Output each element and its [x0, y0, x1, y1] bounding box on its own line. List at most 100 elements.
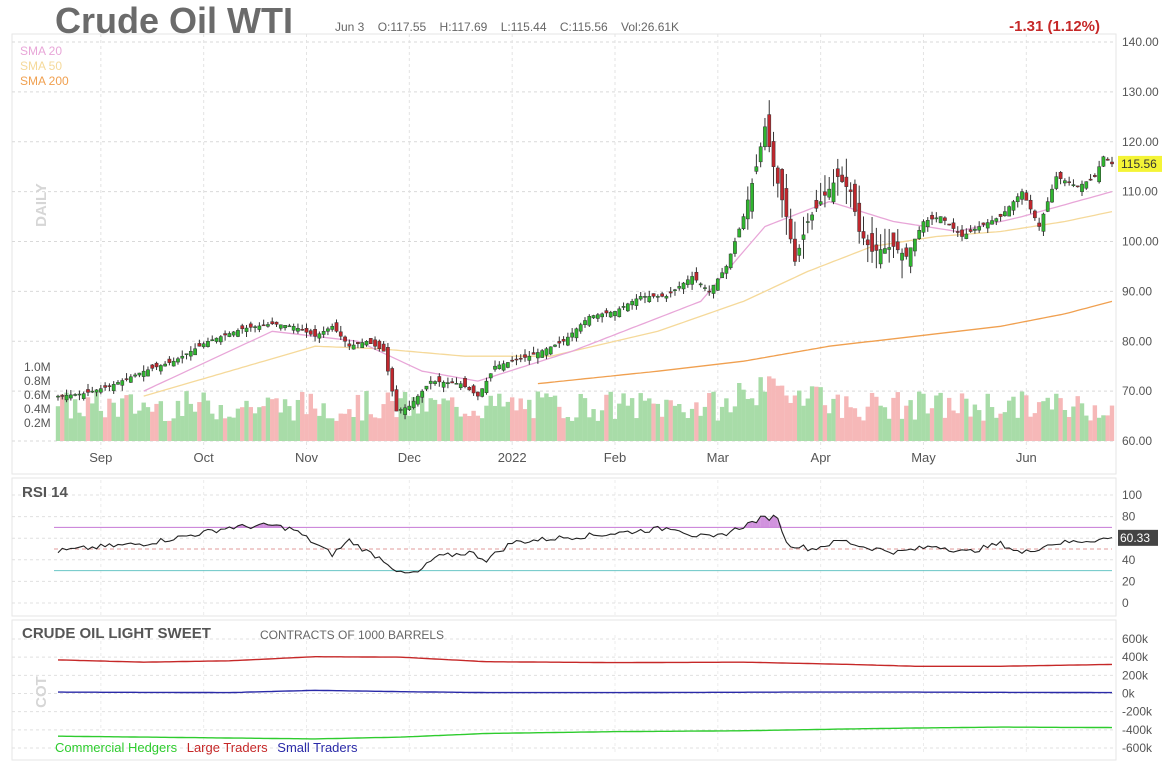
volume-bar — [197, 402, 202, 441]
volume-bar — [407, 415, 412, 441]
volume-bar — [270, 399, 275, 441]
candle-body — [913, 238, 917, 252]
candle-body — [955, 231, 960, 233]
volume-bar — [1041, 401, 1046, 441]
candle-body — [201, 343, 206, 348]
candle-body — [240, 325, 245, 330]
cot-legend-small: Small Traders — [277, 740, 358, 755]
ohlc-low: L:115.44 — [500, 20, 547, 34]
candle-body — [651, 293, 656, 297]
candle-body — [728, 253, 733, 269]
rsi-last-box — [1118, 529, 1158, 546]
volume-bar — [694, 402, 699, 441]
month-tick-label: Feb — [604, 450, 626, 465]
candle-body — [925, 220, 930, 228]
candle-body — [994, 218, 999, 222]
volume-bar — [737, 382, 742, 441]
candle-body — [968, 229, 973, 232]
volume-bar — [882, 407, 888, 441]
cot-tick-label: 0k — [1122, 687, 1136, 701]
volume-bar — [389, 401, 395, 441]
volume-bar — [929, 408, 935, 441]
volume-tick-label: 0.2M — [24, 416, 51, 430]
candle-body — [707, 290, 712, 293]
volume-bar — [762, 391, 768, 441]
price-tick-label: 140.00 — [1122, 35, 1159, 49]
candle-body — [133, 374, 137, 377]
volume-bar — [64, 392, 69, 441]
candle-body — [1007, 206, 1012, 217]
volume-bar — [1024, 395, 1029, 441]
cot-subtitle: CONTRACTS OF 1000 BARRELS — [260, 628, 445, 642]
cot-panel — [57, 656, 1113, 740]
volume-bar — [702, 406, 708, 441]
volume-bar — [548, 397, 553, 441]
candle-body — [596, 314, 600, 319]
candle-body — [458, 383, 463, 389]
candle-body — [514, 358, 519, 361]
volume-bar — [827, 413, 832, 441]
volume-bar — [334, 420, 339, 441]
candle-body — [248, 323, 253, 328]
volume-bar — [325, 418, 331, 441]
candle-body — [163, 363, 167, 367]
volume-bar — [574, 417, 579, 441]
candle-body — [775, 167, 780, 184]
candle-body — [848, 189, 853, 192]
month-tick-label: Dec — [398, 450, 422, 465]
volume-bar — [488, 395, 493, 441]
candle-body — [917, 230, 922, 239]
volume-bar — [518, 398, 523, 441]
volume-bar — [1109, 405, 1115, 441]
volume-bar — [394, 417, 399, 441]
volume-bar — [274, 398, 279, 441]
volume-bar — [360, 420, 365, 441]
volume-bar — [1084, 415, 1089, 441]
candle-body — [326, 328, 330, 332]
volume-bar — [94, 392, 99, 441]
volume-bar — [458, 416, 463, 441]
volume-bar — [865, 406, 870, 441]
candle-body — [450, 381, 455, 384]
cot-legend-commercial: Commercial Hedgers — [55, 740, 178, 755]
volume-bar — [835, 394, 840, 441]
candle-body — [154, 362, 159, 368]
volume-bar — [222, 418, 228, 441]
candle-body — [446, 382, 450, 385]
volume-bar — [398, 398, 403, 441]
candle-body — [304, 328, 309, 333]
volume-bar — [895, 392, 900, 441]
candle-body — [861, 231, 866, 239]
candle-body — [476, 391, 480, 397]
chart-title: Crude Oil WTI — [55, 0, 293, 41]
volume-bar — [158, 401, 164, 441]
volume-bar — [312, 408, 318, 441]
price-tick-label: 90.00 — [1122, 284, 1152, 298]
volume-bar — [869, 392, 875, 441]
rsi-overbought-fill — [756, 516, 761, 528]
volume-bar — [608, 391, 613, 441]
candle-body — [291, 326, 296, 331]
cot-legend-large: Large Traders — [186, 740, 268, 755]
volume-tick-label: 1.0M — [24, 360, 51, 374]
candle-body — [308, 330, 313, 335]
candle-body — [1071, 184, 1076, 186]
candle-body — [643, 296, 647, 298]
candle-body — [1050, 188, 1054, 203]
candle-body — [60, 395, 65, 397]
volume-bar — [754, 405, 759, 441]
candle-body — [883, 248, 887, 254]
volume-bar — [621, 393, 626, 441]
volume-bar — [771, 378, 776, 441]
volume-bar — [115, 416, 121, 441]
candle-body — [960, 229, 964, 237]
candle-body — [818, 201, 823, 205]
volume-bar — [552, 395, 558, 441]
volume-bar — [295, 399, 301, 441]
volume-bar — [68, 418, 74, 441]
volume-bar — [419, 392, 425, 441]
candle-body — [86, 389, 90, 393]
candle-body — [441, 381, 446, 388]
candle-body — [698, 283, 703, 286]
volume-bar — [531, 418, 536, 441]
